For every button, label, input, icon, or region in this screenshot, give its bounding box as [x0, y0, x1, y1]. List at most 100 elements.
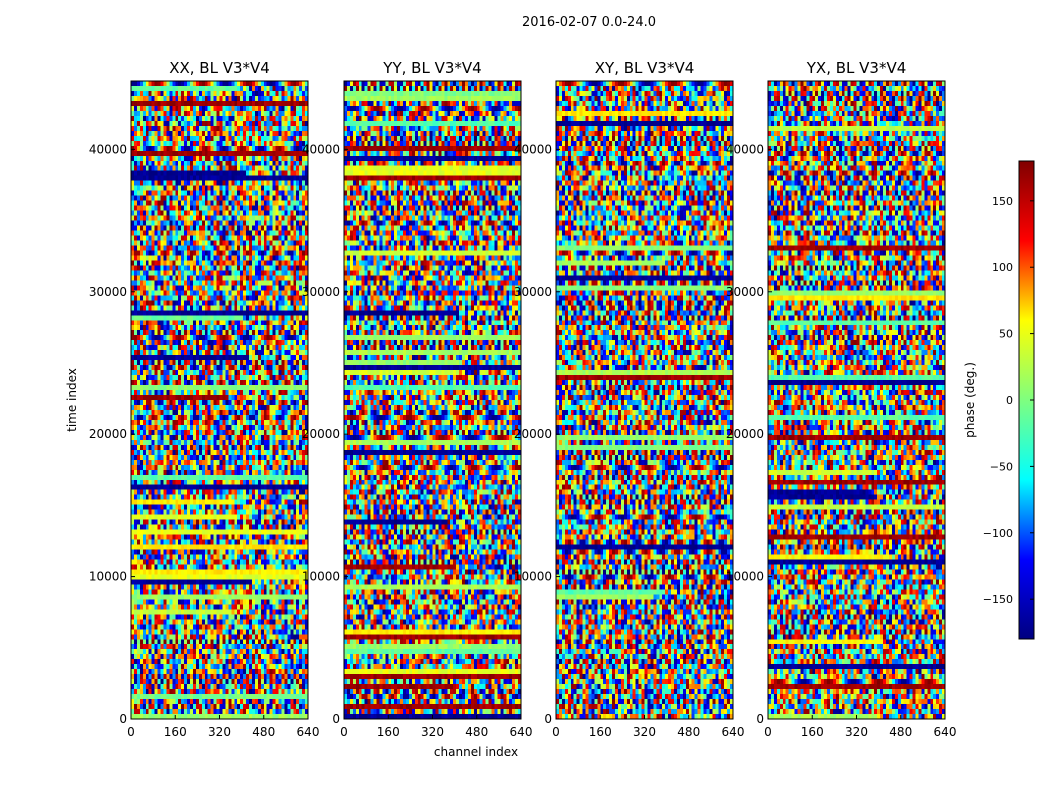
heatmap-cell: [237, 110, 241, 117]
heatmap-cell: [249, 235, 253, 241]
heatmap-cell: [251, 145, 256, 152]
heatmap-cell: [169, 360, 173, 366]
heatmap-cell: [136, 140, 141, 147]
heatmap-cell: [225, 439, 229, 446]
heatmap-cell: [231, 325, 235, 331]
heatmap-cell: [131, 414, 135, 421]
heatmap-cell: [260, 210, 265, 216]
heatmap-cell: [172, 180, 176, 187]
heatmap-cell: [222, 100, 226, 107]
heatmap-cell: [257, 250, 262, 256]
heatmap-cell: [290, 439, 294, 446]
heatmap-cell: [272, 280, 276, 286]
heatmap-cell: [145, 110, 150, 117]
heatmap-cell: [287, 469, 291, 476]
heatmap-cell: [225, 295, 229, 301]
heatmap-cell: [269, 400, 273, 406]
heatmap-cell: [163, 429, 167, 436]
heatmap-cell: [213, 255, 217, 261]
heatmap-cell: [260, 81, 265, 87]
heatmap-cell: [181, 240, 185, 246]
heatmap-cell: [157, 230, 161, 236]
heatmap-cell: [178, 320, 182, 326]
heatmap-cell: [178, 449, 182, 456]
heatmap-cell: [131, 115, 135, 122]
heatmap-cell: [251, 464, 256, 471]
heatmap-cell: [154, 355, 158, 361]
heatmap-cell: [166, 494, 170, 501]
heatmap-cell: [136, 240, 141, 246]
heatmap-cell: [195, 205, 200, 211]
heatmap-cell: [178, 365, 182, 371]
heatmap-cell: [142, 180, 147, 187]
heatmap-cell: [281, 125, 285, 132]
heatmap-cell: [169, 155, 173, 162]
heatmap-cell: [225, 434, 229, 441]
heatmap-cell: [148, 285, 153, 291]
heatmap-cell: [166, 484, 170, 491]
heatmap-cell: [151, 315, 155, 321]
heatmap-cell: [213, 115, 217, 122]
heatmap-cell: [234, 414, 238, 421]
heatmap-cell: [269, 414, 273, 421]
heatmap-cell: [142, 81, 147, 87]
heatmap-cell: [166, 400, 170, 406]
heatmap-cell: [133, 190, 138, 197]
heatmap-cell: [210, 444, 214, 451]
heatmap-cell: [133, 434, 138, 441]
heatmap-cell: [160, 360, 164, 366]
heatmap-cell: [284, 200, 288, 207]
heatmap-cell: [254, 335, 259, 341]
heatmap-cell: [148, 135, 153, 142]
heatmap-cell: [263, 489, 268, 496]
heatmap-cell: [251, 300, 256, 306]
heatmap-cell: [201, 325, 206, 331]
heatmap-cell: [228, 95, 232, 102]
heatmap-cell: [225, 110, 229, 117]
heatmap-cell: [234, 125, 238, 132]
heatmap-cell: [299, 285, 303, 291]
heatmap-cell: [225, 100, 229, 107]
heatmap-cell: [160, 235, 164, 241]
heatmap-cell: [204, 424, 209, 431]
heatmap-cell: [178, 414, 182, 421]
heatmap-cell: [234, 245, 238, 251]
heatmap-cell: [296, 145, 300, 152]
heatmap-cell: [281, 489, 285, 496]
heatmap-cell: [142, 454, 147, 461]
heatmap-cell: [254, 140, 259, 147]
heatmap-cell: [139, 469, 144, 476]
heatmap-cell: [281, 250, 285, 256]
heatmap-cell: [257, 85, 262, 92]
heatmap-cell: [293, 270, 297, 276]
heatmap-cell: [190, 360, 194, 366]
heatmap-cell: [160, 245, 164, 251]
heatmap-cell: [142, 395, 147, 401]
heatmap-cell: [181, 305, 185, 311]
heatmap-cell: [275, 484, 279, 491]
heatmap-cell: [151, 370, 155, 376]
heatmap-cell: [148, 195, 153, 202]
heatmap-cell: [198, 255, 203, 261]
heatmap-cell: [145, 350, 150, 356]
heatmap-cell: [272, 375, 276, 381]
heatmap-cell: [151, 474, 155, 481]
heatmap-cell: [293, 290, 297, 296]
heatmap-cell: [237, 180, 241, 187]
heatmap-cell: [201, 210, 206, 216]
heatmap-cell: [272, 370, 276, 376]
heatmap-cell: [299, 380, 303, 386]
heatmap-cell: [257, 464, 262, 471]
heatmap-cell: [293, 370, 297, 376]
heatmap-cell: [139, 140, 144, 147]
heatmap-cell: [142, 260, 147, 266]
heatmap-cell: [228, 155, 232, 162]
heatmap-cell: [175, 135, 179, 142]
heatmap-cell: [228, 419, 232, 426]
heatmap-cell: [154, 335, 158, 341]
heatmap-cell: [240, 100, 244, 107]
heatmap-cell: [237, 280, 241, 286]
heatmap-cell: [305, 250, 309, 256]
heatmap-cell: [184, 469, 188, 476]
heatmap-cell: [240, 335, 244, 341]
